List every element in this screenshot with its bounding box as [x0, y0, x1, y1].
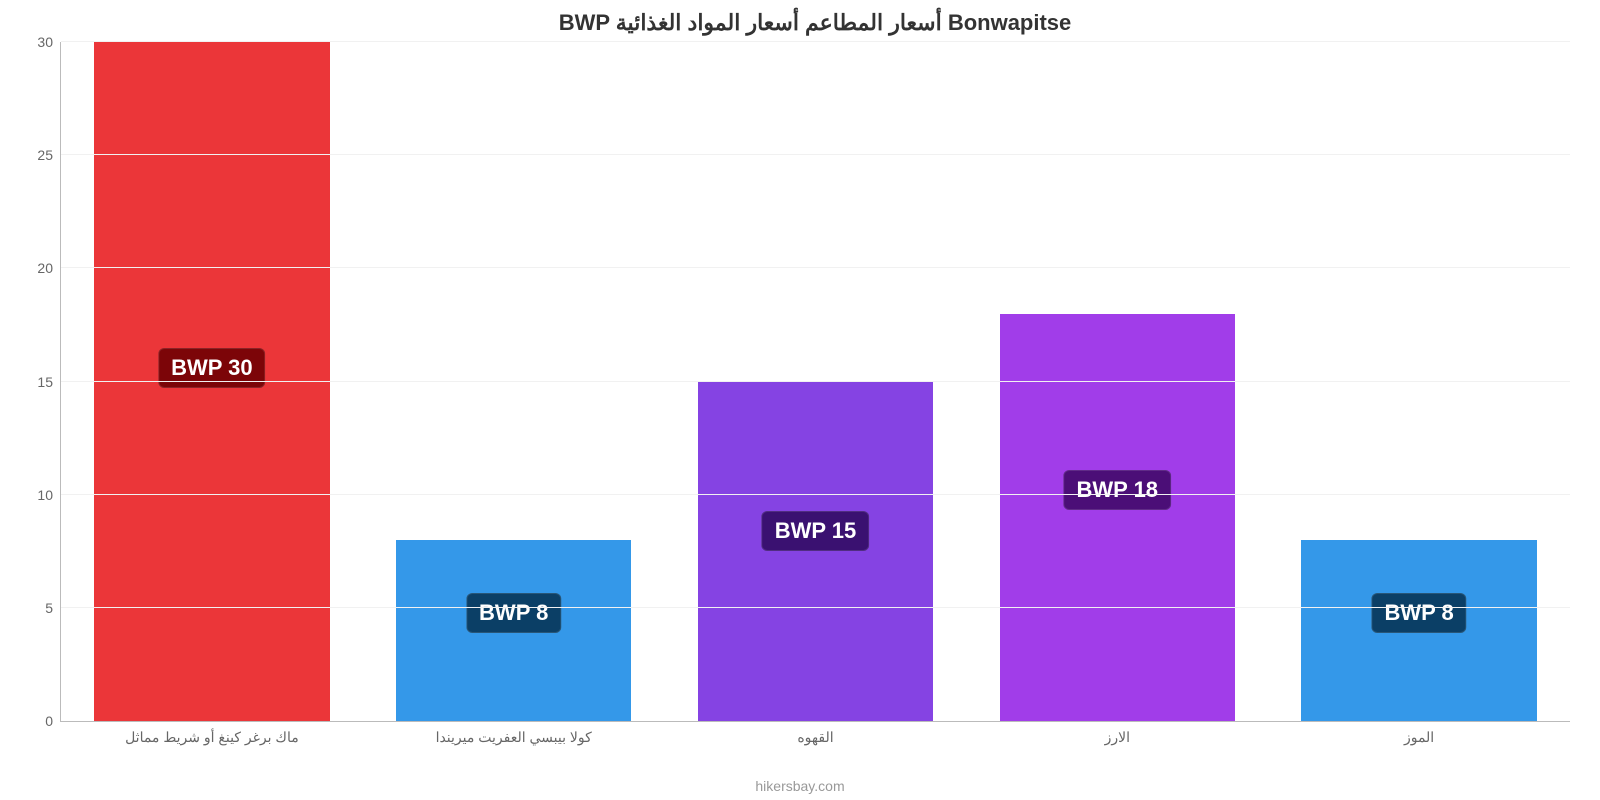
plot-area: BWP 30ماك برغر كينغ أو شريط مماثلBWP 8كو…: [60, 42, 1570, 722]
gridline: [61, 267, 1570, 268]
value-badge: BWP 30: [158, 348, 266, 388]
bar-slot: BWP 30ماك برغر كينغ أو شريط مماثل: [61, 42, 363, 721]
ytick-label: 30: [37, 34, 61, 50]
price-chart: BWP أسعار المطاعم أسعار المواد الغذائية …: [0, 0, 1600, 800]
bars-container: BWP 30ماك برغر كينغ أو شريط مماثلBWP 8كو…: [61, 42, 1570, 721]
value-badge: BWP 8: [466, 593, 561, 633]
bar: [1000, 314, 1235, 721]
value-badge: BWP 18: [1064, 470, 1172, 510]
ytick-label: 25: [37, 147, 61, 163]
bar-slot: BWP 8الموز: [1268, 42, 1570, 721]
xtick-label: الموز: [1404, 721, 1434, 746]
xtick-label: ماك برغر كينغ أو شريط مماثل: [125, 721, 299, 746]
bar-slot: BWP 15القهوه: [665, 42, 967, 721]
gridline: [61, 381, 1570, 382]
ytick-label: 5: [45, 600, 61, 616]
ytick-label: 10: [37, 487, 61, 503]
bar-slot: BWP 8كولا بيبسي العفريت ميريندا: [363, 42, 665, 721]
gridline: [61, 494, 1570, 495]
xtick-label: الارز: [1105, 721, 1130, 746]
chart-title: BWP أسعار المطاعم أسعار المواد الغذائية …: [60, 10, 1570, 36]
value-badge: BWP 15: [762, 511, 870, 551]
ytick-label: 0: [45, 713, 61, 729]
gridline: [61, 154, 1570, 155]
bar: [698, 382, 933, 722]
gridline: [61, 607, 1570, 608]
ytick-label: 15: [37, 374, 61, 390]
value-badge: BWP 8: [1371, 593, 1466, 633]
ytick-label: 20: [37, 260, 61, 276]
xtick-label: القهوه: [797, 721, 833, 746]
bar-slot: BWP 18الارز: [966, 42, 1268, 721]
attribution-text: hikersbay.com: [755, 778, 844, 794]
gridline: [61, 720, 1570, 721]
xtick-label: كولا بيبسي العفريت ميريندا: [436, 721, 592, 746]
gridline: [61, 41, 1570, 42]
